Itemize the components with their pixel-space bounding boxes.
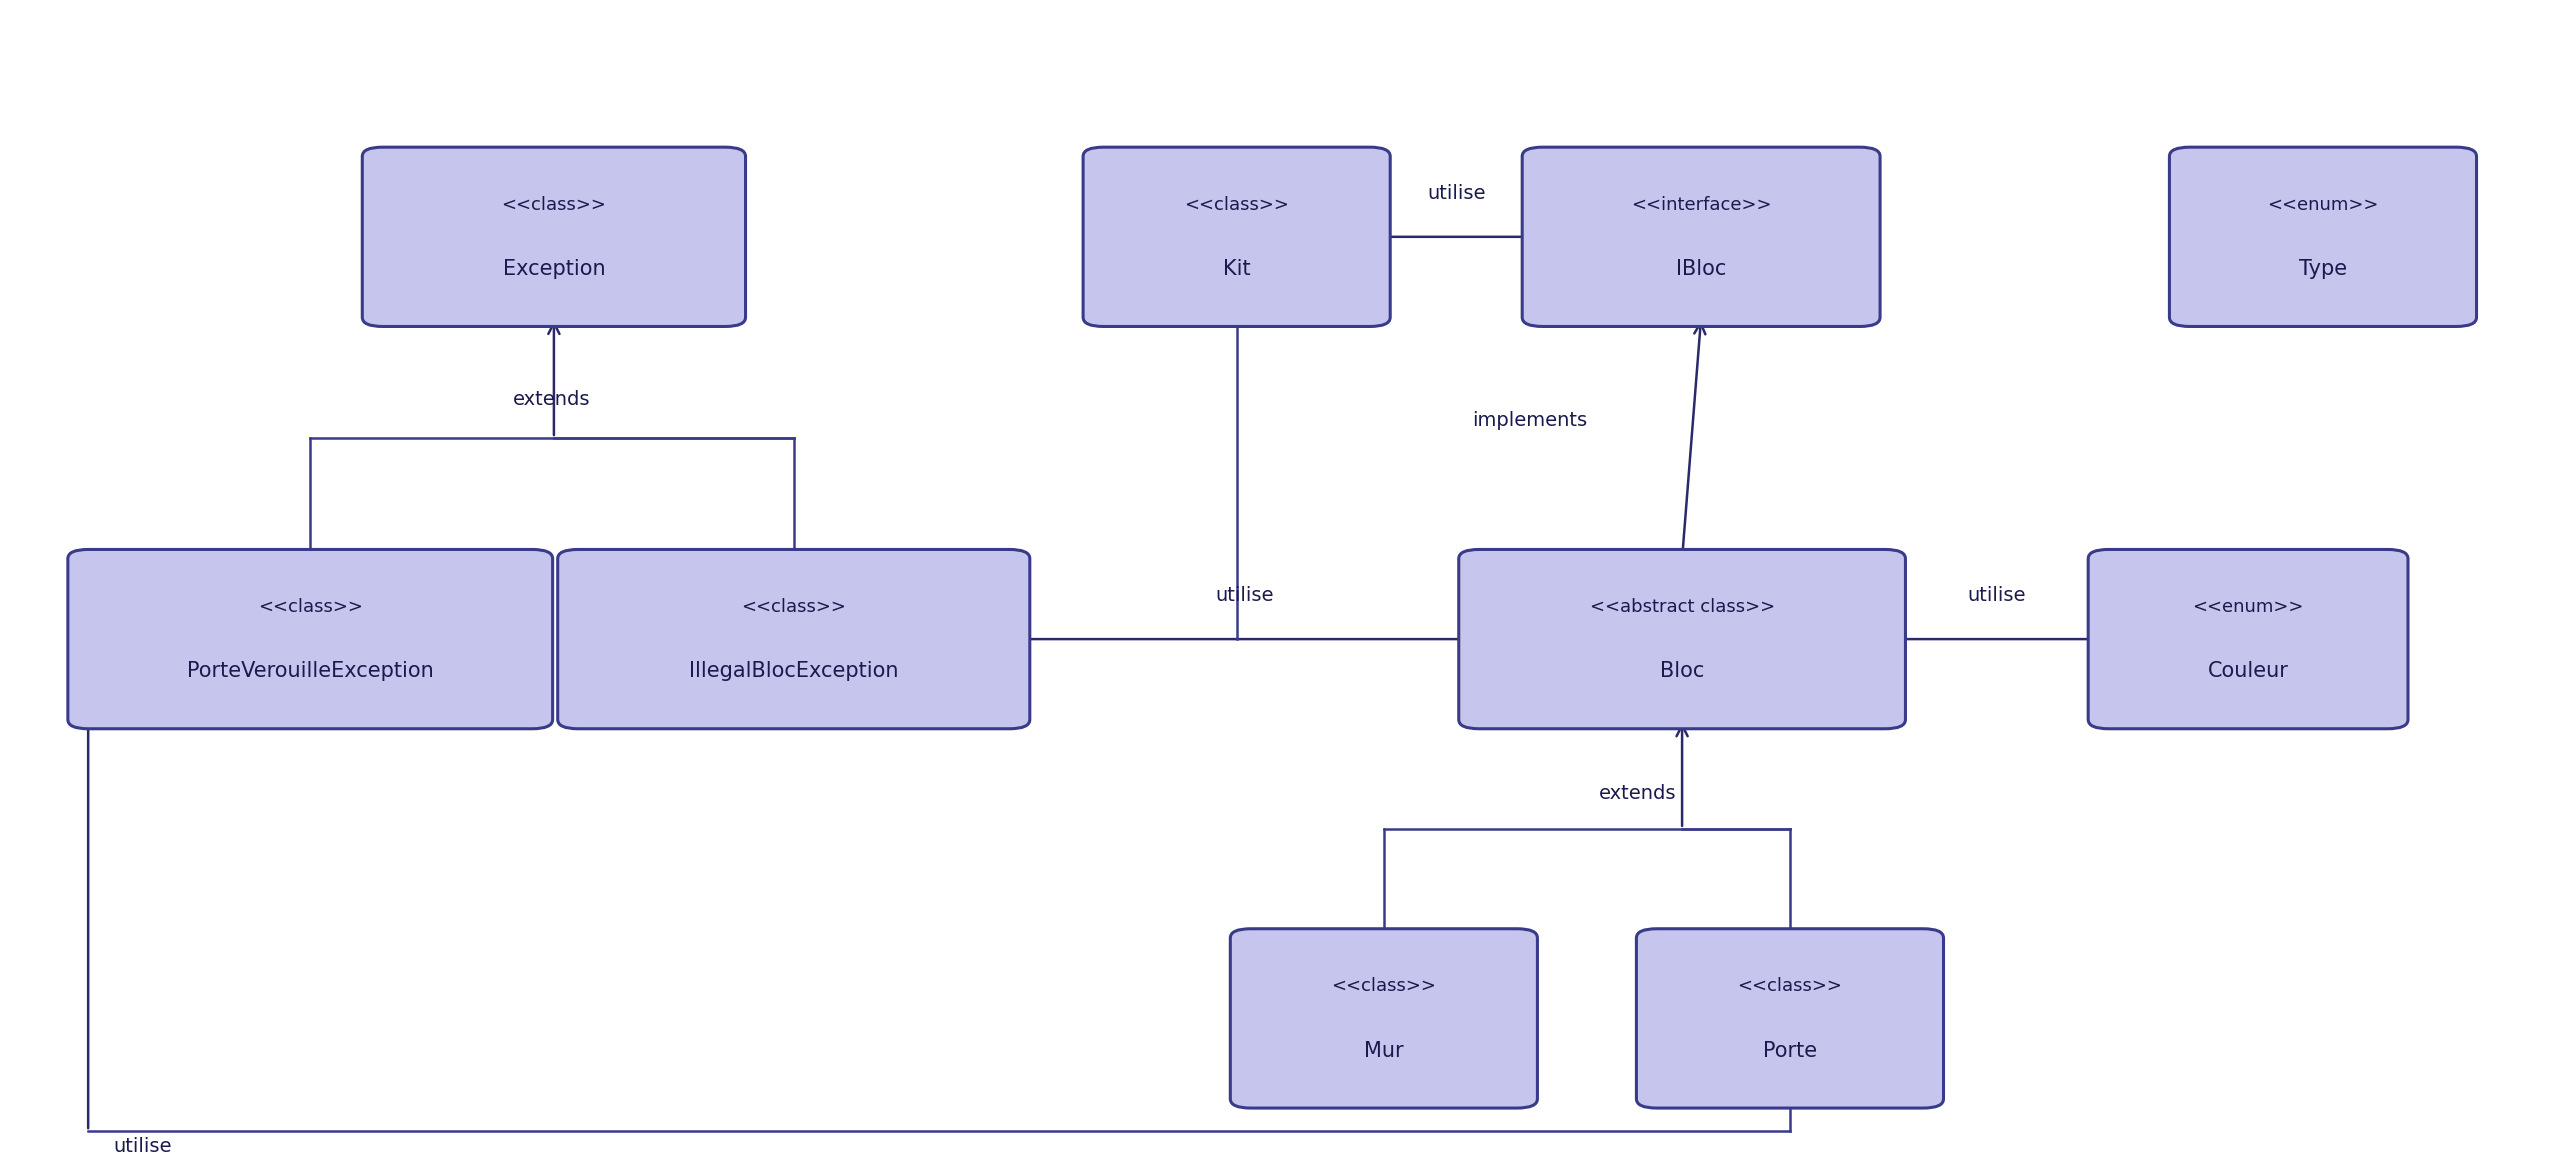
Text: <<class>>: <<class>> xyxy=(503,196,607,214)
FancyBboxPatch shape xyxy=(1460,550,1906,728)
Text: <<class>>: <<class>> xyxy=(740,598,847,616)
FancyBboxPatch shape xyxy=(1230,929,1536,1107)
Text: utilise: utilise xyxy=(112,1137,171,1155)
Text: <<interface>>: <<interface>> xyxy=(1631,196,1771,214)
Text: utilise: utilise xyxy=(1215,586,1273,605)
Text: <<class>>: <<class>> xyxy=(1184,196,1289,214)
FancyBboxPatch shape xyxy=(2169,147,2475,327)
Text: <<enum>>: <<enum>> xyxy=(2266,196,2378,214)
Text: utilise: utilise xyxy=(1427,183,1485,203)
Text: extends: extends xyxy=(1600,784,1677,803)
Text: IllegalBlocException: IllegalBlocException xyxy=(689,662,898,682)
Text: Exception: Exception xyxy=(503,259,605,279)
Text: implements: implements xyxy=(1473,411,1587,431)
Text: <<class>>: <<class>> xyxy=(258,598,362,616)
Text: IBloc: IBloc xyxy=(1677,259,1725,279)
Text: <<class>>: <<class>> xyxy=(1738,977,1843,995)
Text: <<enum>>: <<enum>> xyxy=(2192,598,2304,616)
FancyBboxPatch shape xyxy=(362,147,745,327)
FancyBboxPatch shape xyxy=(559,550,1031,728)
Text: Mur: Mur xyxy=(1365,1041,1404,1061)
FancyBboxPatch shape xyxy=(1521,147,1881,327)
FancyBboxPatch shape xyxy=(69,550,554,728)
Text: Porte: Porte xyxy=(1763,1041,1817,1061)
Text: Couleur: Couleur xyxy=(2207,662,2289,682)
Text: Kit: Kit xyxy=(1222,259,1250,279)
FancyBboxPatch shape xyxy=(1082,147,1391,327)
FancyBboxPatch shape xyxy=(2088,550,2409,728)
FancyBboxPatch shape xyxy=(1636,929,1945,1107)
Text: Bloc: Bloc xyxy=(1659,662,1705,682)
Text: <<class>>: <<class>> xyxy=(1332,977,1437,995)
Text: Type: Type xyxy=(2299,259,2348,279)
Text: <<abstract class>>: <<abstract class>> xyxy=(1590,598,1774,616)
Text: utilise: utilise xyxy=(1968,586,2026,605)
Text: PorteVerouilleException: PorteVerouilleException xyxy=(186,662,434,682)
Text: extends: extends xyxy=(513,390,590,410)
